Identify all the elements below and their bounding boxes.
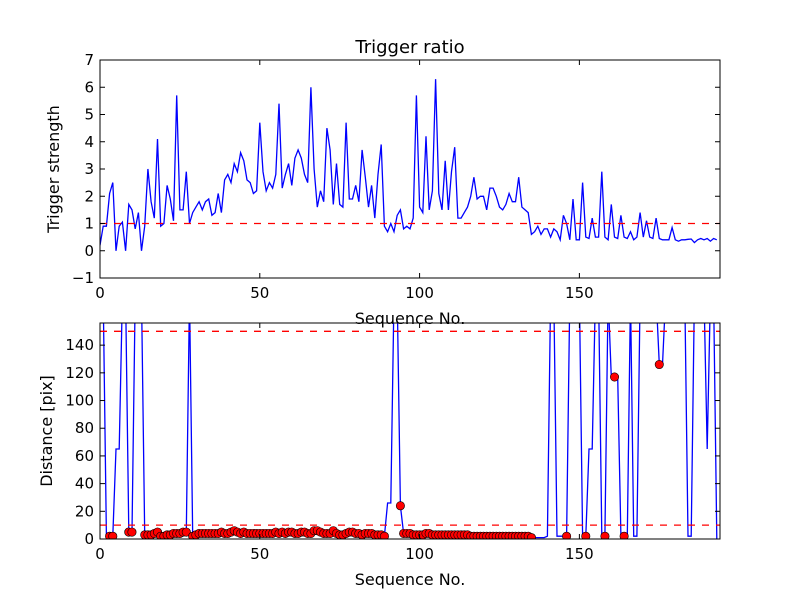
y-tick-label: 120 bbox=[65, 364, 94, 382]
axes-frame bbox=[99, 59, 721, 279]
bottom-plot: 0 50 100 150 0 20 40 60 80 100 120 140 bbox=[65, 322, 721, 563]
top-x-axis-label: Sequence No. bbox=[355, 309, 466, 328]
x-tick-label: 50 bbox=[250, 284, 269, 302]
data-marker bbox=[379, 531, 389, 539]
y-tick-label: 4 bbox=[84, 133, 94, 151]
data-marker bbox=[108, 531, 118, 539]
y-tick-label: 5 bbox=[84, 106, 94, 124]
y-tick-label: 20 bbox=[75, 502, 94, 520]
x-tick-label: 150 bbox=[565, 284, 594, 302]
series-line-trigger-strength bbox=[100, 79, 718, 251]
axes-frame bbox=[99, 322, 721, 540]
x-tick-label: 100 bbox=[405, 545, 434, 563]
data-marker bbox=[127, 527, 137, 537]
y-tick-label: 140 bbox=[65, 336, 94, 354]
y-tick-label: 1 bbox=[84, 215, 94, 233]
y-tick-label: 3 bbox=[84, 160, 94, 178]
y-tick-label: 7 bbox=[84, 51, 94, 69]
data-marker bbox=[526, 533, 536, 539]
x-tick-label: 0 bbox=[95, 284, 105, 302]
x-tick-label: 0 bbox=[95, 545, 105, 563]
data-marker bbox=[562, 531, 572, 539]
x-tick-label: 100 bbox=[405, 284, 434, 302]
data-marker bbox=[181, 527, 191, 537]
data-marker bbox=[654, 360, 664, 370]
y-tick-label: 6 bbox=[84, 78, 94, 96]
y-tick-label: 100 bbox=[65, 392, 94, 410]
y-tick-label: −1 bbox=[72, 269, 94, 287]
top-chart-title: Trigger ratio bbox=[354, 37, 464, 58]
plot-area bbox=[100, 323, 720, 539]
data-marker bbox=[610, 372, 620, 382]
data-marker bbox=[600, 531, 610, 539]
bottom-x-axis-label: Sequence No. bbox=[355, 570, 466, 589]
y-tick-label: 0 bbox=[84, 242, 94, 260]
y-tick-label: 80 bbox=[75, 419, 94, 437]
data-marker bbox=[581, 531, 591, 539]
data-marker bbox=[619, 531, 629, 539]
bottom-y-axis-label: Distance [pix] bbox=[37, 375, 56, 487]
plot-area bbox=[100, 79, 720, 251]
y-tick-label: 0 bbox=[84, 530, 94, 548]
x-tick-label: 150 bbox=[565, 545, 594, 563]
y-tick-label: 60 bbox=[75, 447, 94, 465]
y-tick-label: 40 bbox=[75, 475, 94, 493]
x-tick-label: 50 bbox=[250, 545, 269, 563]
top-y-axis-label: Trigger strength bbox=[44, 105, 63, 234]
data-marker bbox=[395, 501, 405, 511]
y-tick-label: 2 bbox=[84, 187, 94, 205]
